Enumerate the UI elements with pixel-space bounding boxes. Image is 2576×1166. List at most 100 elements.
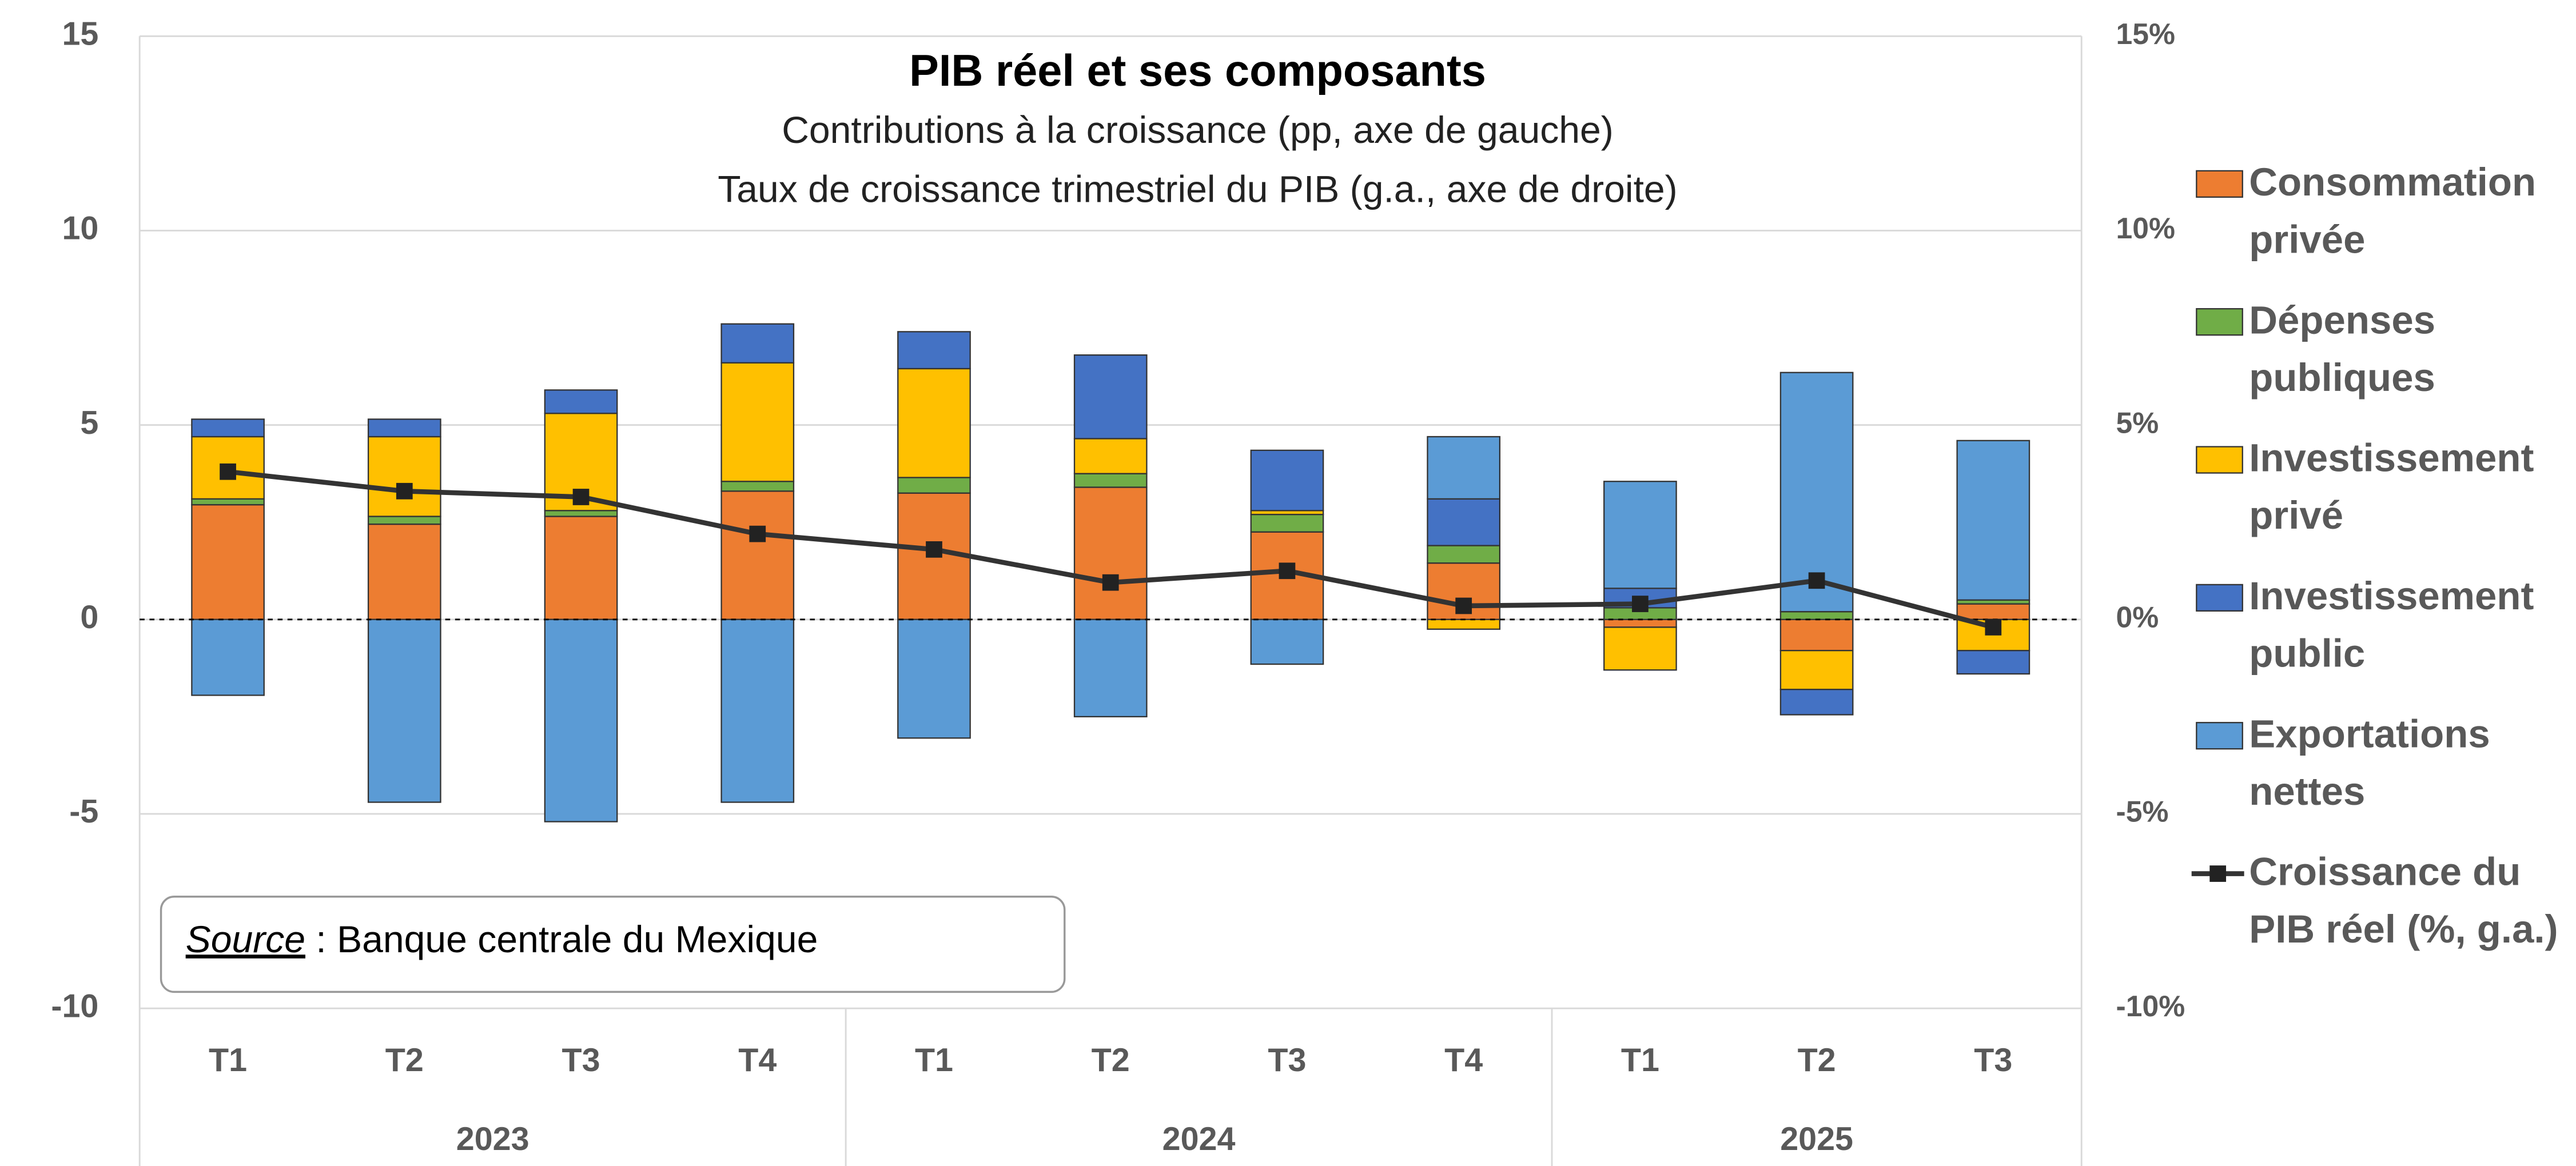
y-tick-label: -10: [51, 988, 98, 1024]
bar-segment: [191, 418, 265, 438]
bar-segment: [191, 498, 265, 506]
bar-segment: [1956, 650, 2030, 675]
bar-segment: [1779, 689, 1854, 716]
legend-swatch: [2196, 170, 2243, 198]
bar-segment: [1073, 438, 1148, 474]
bar-segment: [720, 323, 795, 364]
legend-swatch: [2196, 446, 2243, 474]
bar-segment: [367, 418, 441, 438]
line-marker: [1455, 597, 1472, 614]
chart-subtitle: Contributions à la croissance (pp, axe d…: [782, 109, 1614, 151]
bar-segment: [897, 331, 971, 370]
legend-label: Consommation privée: [2249, 161, 2537, 263]
bar-segment: [1073, 473, 1148, 488]
bar-segment: [1603, 626, 1677, 671]
bar-segment: [897, 477, 971, 494]
line-marker: [749, 525, 766, 542]
line-marker: [1279, 562, 1296, 580]
y2-tick-label: -10%: [2116, 989, 2185, 1023]
bar-segment: [1073, 486, 1148, 620]
x-tick-label: T3: [1268, 1042, 1306, 1079]
y2-tick-label: 15%: [2116, 17, 2175, 50]
line-marker: [396, 482, 413, 500]
y2-tick-label: 0%: [2116, 600, 2159, 633]
bar-segment: [191, 504, 265, 620]
line-marker: [1985, 619, 2002, 636]
bar-segment: [720, 481, 795, 492]
line-marker: [926, 541, 942, 558]
y-tick-label: 0: [80, 599, 98, 636]
bar-segment: [1956, 603, 2030, 620]
bar-segment: [1427, 618, 1501, 630]
source-box: [160, 896, 1066, 993]
x-tick-label: T1: [1621, 1042, 1659, 1079]
x-tick-label: T2: [385, 1042, 424, 1079]
source-label: Source: [186, 919, 305, 961]
y-tick-label: 15: [62, 15, 98, 52]
legend-swatch: [2196, 584, 2243, 612]
x-group-label: 2023: [456, 1121, 529, 1157]
bar-segment: [897, 368, 971, 478]
source-note: Source : Banque centrale du Mexique: [186, 919, 818, 961]
bar-segment: [1250, 618, 1324, 665]
source-text: : Banque centrale du Mexique: [305, 919, 818, 961]
bar-segment: [1250, 449, 1324, 512]
legend-marker: [2209, 865, 2227, 882]
legend-label: Investissement public: [2249, 574, 2534, 677]
y2-tick-label: 10%: [2116, 211, 2175, 245]
chart-subtitle: Taux de croissance trimestriel du PIB (g…: [718, 169, 1677, 211]
legend-swatch: [2196, 308, 2243, 336]
chart-title: PIB réel et ses composants: [909, 46, 1486, 95]
bar-segment: [1779, 372, 1854, 613]
bar-segment: [1603, 618, 1677, 628]
bar-segment: [1073, 354, 1148, 440]
legend-label: Exportations nettes: [2249, 712, 2490, 815]
line-marker: [220, 463, 236, 480]
y2-tick-label: -5%: [2116, 795, 2169, 828]
legend-item: Investissement public: [2249, 574, 2534, 677]
legend-label: Investissement privé: [2249, 437, 2534, 539]
bar-segment: [1779, 650, 1854, 690]
bar-segment: [1956, 440, 2030, 601]
bar-segment: [544, 510, 618, 517]
bar-segment: [544, 516, 618, 620]
bar-segment: [367, 516, 441, 525]
bar-segment: [897, 618, 971, 739]
x-tick-label: T4: [738, 1042, 777, 1079]
bar-segment: [544, 618, 618, 822]
bar-segment: [191, 618, 265, 696]
bar-segment: [1427, 498, 1501, 546]
x-tick-label: T2: [1798, 1042, 1836, 1079]
x-group-label: 2024: [1162, 1121, 1236, 1157]
bar-segment: [720, 490, 795, 620]
bar-segment: [720, 618, 795, 803]
y-tick-label: -5: [69, 793, 98, 830]
y-tick-label: 5: [80, 405, 98, 441]
bar-segment: [1427, 545, 1501, 564]
y-tick-label: 10: [62, 210, 98, 247]
x-tick-label: T3: [562, 1042, 600, 1079]
x-tick-label: T2: [1092, 1042, 1130, 1079]
x-group-label: 2025: [1780, 1121, 1853, 1157]
bar-segment: [367, 436, 441, 517]
bar-segment: [1779, 611, 1854, 620]
legend-item: Croissance du PIB réel (%, g.a.): [2249, 850, 2558, 952]
bar-segment: [1603, 481, 1677, 589]
legend-label: Dépenses publiques: [2249, 298, 2436, 401]
legend-item: Investissement privé: [2249, 437, 2534, 539]
legend-swatch: [2196, 722, 2243, 750]
y2-tick-label: 5%: [2116, 406, 2159, 439]
x-tick-label: T4: [1444, 1042, 1483, 1079]
bar-segment: [367, 618, 441, 803]
line-marker: [1632, 596, 1649, 612]
line-marker: [1808, 572, 1825, 589]
x-tick-label: T3: [1974, 1042, 2012, 1079]
legend-item: Dépenses publiques: [2249, 298, 2436, 401]
line-marker: [572, 489, 590, 505]
x-tick-label: T1: [915, 1042, 953, 1079]
line-marker: [1102, 574, 1119, 591]
bar-segment: [1250, 513, 1324, 533]
bar-segment: [1073, 618, 1148, 718]
